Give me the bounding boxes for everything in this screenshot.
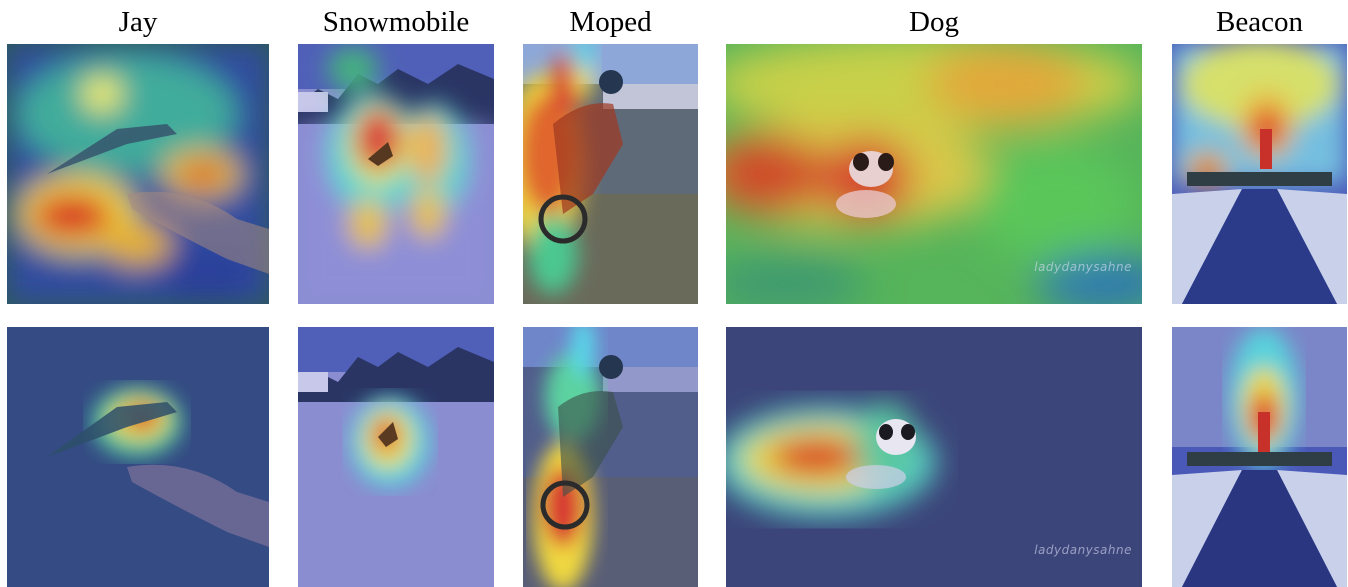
heatmap-moped-bottom <box>523 327 698 587</box>
heatmap-jay-bottom <box>7 327 269 587</box>
watermark-text: ladydanysahne <box>1034 543 1132 557</box>
heatmap-snowmobile-top <box>298 44 494 304</box>
column-title-beacon: Beacon <box>1216 6 1303 38</box>
column-title-jay: Jay <box>118 6 158 38</box>
column-title-moped: Moped <box>569 6 652 38</box>
heatmap-dog-top: ladydanysahne <box>726 44 1142 304</box>
heatmap-jay-top <box>7 44 269 304</box>
watermark-text: ladydanysahne <box>1034 260 1132 274</box>
column-title-dog: Dog <box>909 6 959 38</box>
column-title-snowmobile: Snowmobile <box>322 6 470 38</box>
heatmap-moped-top <box>523 44 698 304</box>
heatmap-beacon-top <box>1172 44 1347 304</box>
heatmap-beacon-bottom <box>1172 327 1347 587</box>
heatmap-dog-bottom: ladydanysahne <box>726 327 1142 587</box>
heatmap-snowmobile-bottom <box>298 327 494 587</box>
